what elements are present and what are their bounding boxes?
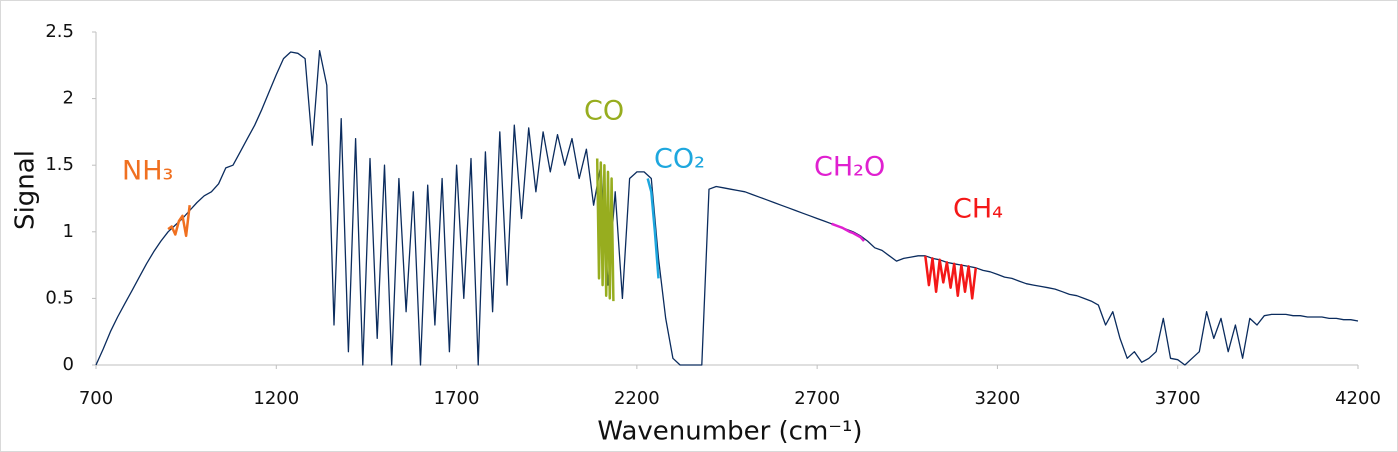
x-tick-label: 2700: [794, 388, 840, 409]
x-tick-label: 700: [79, 388, 113, 409]
y-tick-label: 1.5: [45, 154, 74, 175]
x-tick-label: 1700: [434, 388, 480, 409]
y-axis-title: Signal: [11, 150, 41, 230]
highlight-line: [646, 178, 660, 279]
y-tick-label: 0.5: [45, 287, 74, 308]
highlight-line: [595, 158, 615, 302]
species-label: CH₂O: [814, 152, 885, 183]
y-tick-label: 0: [63, 354, 74, 375]
x-tick-label: 2200: [614, 388, 660, 409]
species-label: NH₃: [122, 156, 173, 187]
highlight-line: [924, 255, 978, 300]
y-tick-label: 1: [63, 221, 74, 242]
y-tick-label: 2: [63, 88, 74, 109]
highlight-line: [167, 205, 191, 238]
species-label: CO: [584, 96, 624, 127]
x-tick-label: 4200: [1335, 388, 1381, 409]
x-tick-label: 3700: [1155, 388, 1201, 409]
y-tick-label: 2.5: [45, 21, 74, 42]
x-axis-title: Wavenumber (cm⁻¹): [597, 417, 862, 447]
spectrum-line: [95, 49, 1359, 366]
species-label: CH₄: [953, 194, 1003, 225]
x-tick-label: 3200: [975, 388, 1021, 409]
highlight-line: [831, 222, 865, 242]
x-tick-label: 1200: [253, 388, 299, 409]
species-label: CO₂: [654, 144, 705, 175]
